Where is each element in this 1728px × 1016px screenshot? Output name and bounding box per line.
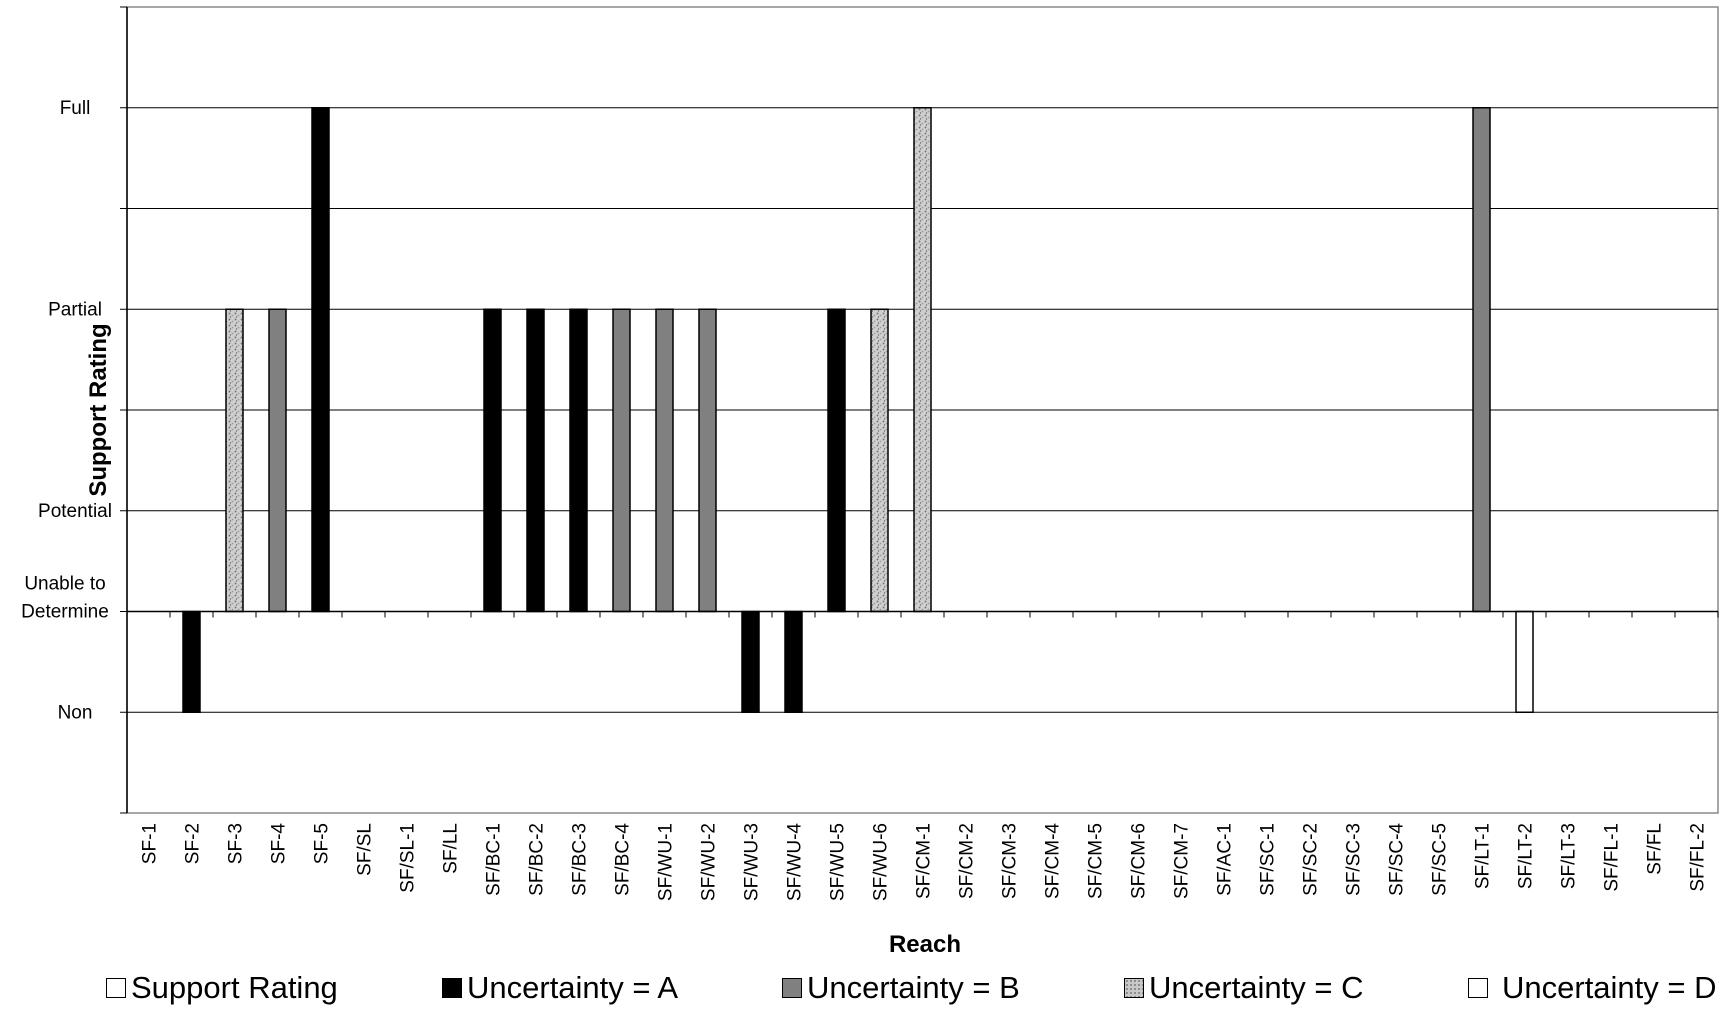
bar-sf-lt-1 [1472, 107, 1491, 613]
bar-sf-bc-1 [483, 308, 502, 613]
x-tick-label: SF/CM-3 [1000, 823, 1021, 899]
bar-sf-wu-1 [655, 308, 674, 613]
legend-swatch-uncertainty-a [442, 978, 462, 998]
legend: Support Rating Uncertainty = A Uncertain… [0, 970, 1728, 1010]
y-tick-label: Partial [48, 299, 102, 320]
bar-sf-bc-2 [526, 308, 545, 613]
y-tick-labels: Full Partial Potential Unable to Determine No… [21, 98, 112, 724]
x-tick-label: SF/SL [355, 823, 376, 876]
legend-label-uncertainty-d: Uncertainty = D [1502, 970, 1717, 1005]
support-rating-chart: Full Partial Potential Unable to Determine No… [21, 6, 1719, 958]
bar-sf-wu-6 [870, 308, 889, 613]
legend-item-support-rating: Support Rating [106, 970, 338, 1006]
bar-sf-bc-3 [569, 308, 588, 613]
legend-swatch-uncertainty-c [1124, 978, 1144, 998]
legend-item-uncertainty-c: Uncertainty = C [1124, 970, 1364, 1006]
x-tick-label: SF/CM-5 [1086, 823, 1107, 899]
y-tick-label: Non [58, 702, 93, 723]
x-tick-label: SF-4 [269, 823, 290, 865]
x-tick-label: SF/FL-1 [1602, 823, 1623, 892]
legend-swatch-support-rating [106, 978, 126, 998]
axes [120, 6, 1719, 814]
bar-sf-2 [182, 610, 201, 713]
y-tick-label: Full [60, 98, 91, 119]
x-tick-label: SF/BC-3 [570, 823, 591, 896]
x-tick-label: SF/CM-1 [914, 823, 935, 899]
x-tick-label: SF/WU-2 [699, 823, 720, 901]
bar-sf-wu-2 [698, 308, 717, 613]
legend-label-uncertainty-a: Uncertainty = A [467, 970, 679, 1005]
x-tick-label: SF-5 [312, 823, 333, 864]
x-tick-label: SF/CM-4 [1043, 823, 1064, 899]
x-tick-label: SF/BC-2 [527, 823, 548, 896]
bar-sf-bc-4 [612, 308, 631, 613]
x-tick-label: SF/SC-2 [1301, 823, 1322, 896]
x-tick-labels: SF-1 SF-2 SF-3 SF-4 SF-5 SF/SL SF/SL-1 SF/LL SF/… [140, 823, 1709, 902]
x-tick-label: SF/FL-2 [1688, 823, 1709, 892]
x-tick-label: SF/CM-2 [957, 823, 978, 899]
legend-item-uncertainty-d: Uncertainty = D [1468, 970, 1717, 1006]
legend-swatch-uncertainty-d [1468, 978, 1488, 998]
x-axis-title: Reach [889, 931, 961, 958]
y-tick-label: Potential [38, 501, 112, 522]
x-tick-label: SF/WU-4 [785, 823, 806, 902]
x-tick-label: SF/WU-3 [742, 823, 763, 901]
x-tick-label: SF-2 [183, 823, 204, 864]
legend-item-uncertainty-a: Uncertainty = A [442, 970, 678, 1006]
y-tick-label: Unable to Determine [21, 574, 109, 623]
y-axis-title: Support Rating [85, 323, 112, 496]
bar-sf-wu-3 [741, 610, 760, 713]
x-tick-label: SF/BC-4 [613, 823, 634, 896]
x-tick-label: SF/SC-1 [1258, 823, 1279, 896]
legend-item-uncertainty-b: Uncertainty = B [782, 970, 1020, 1006]
x-tick-label: SF/AC-1 [1215, 823, 1236, 896]
x-tick-label: SF/CM-6 [1129, 823, 1150, 899]
bar-sf-4 [268, 308, 287, 613]
bars [182, 107, 1534, 713]
legend-label-uncertainty-c: Uncertainty = C [1149, 970, 1364, 1005]
x-tick-label: SF/SL-1 [398, 823, 419, 893]
grid-lines [126, 6, 1719, 814]
x-tick-label: SF/LL [441, 823, 462, 874]
legend-swatch-uncertainty-b [782, 978, 802, 998]
legend-label-uncertainty-b: Uncertainty = B [807, 970, 1020, 1005]
x-tick-label: SF-1 [140, 823, 161, 864]
x-tick-label: SF/FL [1645, 823, 1666, 875]
x-tick-label: SF/LT-2 [1516, 823, 1537, 889]
x-tick-label: SF/CM-7 [1172, 823, 1193, 899]
x-tick-label: SF/BC-1 [484, 823, 505, 896]
x-tick-label: SF/WU-1 [656, 823, 677, 901]
bar-sf-cm-1 [913, 107, 932, 613]
bar-sf-5 [311, 107, 330, 613]
x-tick-label: SF-3 [226, 823, 247, 864]
bar-sf-wu-5 [827, 308, 846, 613]
bar-sf-lt-2 [1515, 610, 1534, 713]
x-tick-label: SF/SC-5 [1430, 823, 1451, 896]
legend-label-support-rating: Support Rating [131, 970, 338, 1005]
bar-sf-3 [225, 308, 244, 613]
x-tick-label: SF/LT-3 [1559, 823, 1580, 889]
x-tick-label: SF/SC-3 [1344, 823, 1365, 896]
x-tick-label: SF/WU-5 [828, 823, 849, 901]
x-tick-label: SF/WU-6 [871, 823, 892, 901]
x-tick-label: SF/SC-4 [1387, 823, 1408, 896]
bar-sf-wu-4 [784, 610, 803, 713]
x-tick-label: SF/LT-1 [1473, 823, 1494, 889]
